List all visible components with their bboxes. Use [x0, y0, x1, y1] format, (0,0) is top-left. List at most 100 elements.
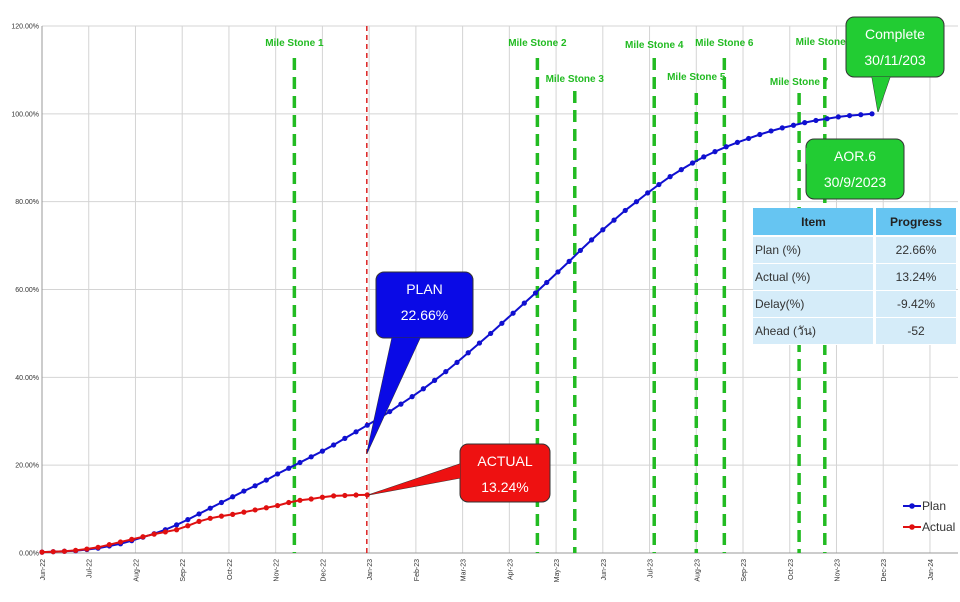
data-point-actual	[297, 497, 303, 503]
x-tick-label: Oct-23	[788, 559, 795, 580]
callout-pointer-fill-actual	[368, 464, 460, 495]
data-point-actual	[230, 511, 236, 517]
data-point-actual	[353, 492, 359, 498]
table-header-item: Item	[753, 208, 876, 237]
table-cell-label: Plan (%)	[753, 237, 876, 264]
data-point-plan	[218, 499, 225, 506]
legend: Plan Actual	[903, 499, 955, 534]
data-point-actual	[106, 542, 112, 548]
callouts: PLAN 22.66% ACTUAL 13.24% Complete 30/11/203 A…	[366, 16, 945, 503]
callout-pointer-fill-plan	[366, 338, 420, 454]
data-point-plan	[802, 120, 808, 126]
data-point-plan	[589, 237, 595, 243]
x-tick-label: Jan-23	[367, 559, 374, 581]
data-point-plan	[757, 131, 763, 138]
data-point-plan	[846, 112, 853, 119]
data-point-actual	[173, 527, 180, 533]
callout-text-actual: ACTUAL	[477, 453, 532, 469]
x-tick-label: Aug-23	[694, 559, 701, 582]
data-point-plan	[689, 160, 696, 166]
data-point-plan	[387, 408, 393, 415]
data-point-plan	[297, 459, 303, 466]
data-point-plan	[611, 217, 617, 223]
y-tick-label: 80.00%	[15, 199, 39, 206]
data-point-plan	[858, 112, 864, 118]
data-point-actual	[151, 531, 157, 537]
callout-pointer-fill-complete	[872, 77, 890, 112]
y-tick-label: 100.00%	[11, 111, 39, 118]
data-point-plan	[645, 190, 651, 196]
data-point-plan	[566, 258, 572, 264]
x-tick-label: Sep-22	[180, 559, 187, 582]
y-tick-label: 60.00%	[15, 287, 39, 294]
table-cell-value: 22.66%	[876, 237, 956, 264]
data-point-actual	[185, 523, 191, 529]
milestone-label: Mile Stone 5	[667, 72, 726, 83]
x-tick-label: Sep-23	[741, 559, 748, 582]
table-header-row: Item Progress	[753, 208, 956, 237]
milestone-label: Mile Stone 2	[508, 38, 567, 49]
data-point-actual	[286, 499, 292, 506]
data-point-plan	[431, 377, 438, 384]
x-tick-label: Dec-23	[881, 559, 888, 582]
y-tick-label: 0.00%	[19, 551, 39, 558]
table-header-progress: Progress	[876, 208, 956, 237]
x-tick-label: Jun-23	[601, 559, 608, 581]
table-cell-value: 13.24%	[876, 264, 956, 291]
data-point-plan	[510, 310, 516, 316]
data-point-plan	[308, 454, 314, 460]
data-point-plan	[746, 135, 752, 142]
data-point-actual	[207, 515, 213, 521]
data-point-plan	[712, 149, 718, 155]
callout-box-aor	[805, 138, 905, 200]
x-tick-label: Jul-23	[648, 559, 655, 578]
data-point-actual	[263, 505, 269, 511]
data-point-actual	[129, 536, 135, 542]
x-tick-label: Jan-24	[928, 559, 935, 581]
series-line-actual	[41, 493, 368, 554]
callout-box-complete	[845, 16, 945, 78]
callout-text-actual: 13.24%	[481, 479, 528, 495]
table-row: Actual (%) 13.24%	[753, 264, 956, 291]
data-point-plan	[409, 394, 415, 400]
data-point-actual	[252, 507, 258, 513]
data-point-actual	[73, 547, 79, 553]
data-point-plan	[398, 401, 404, 407]
data-point-plan	[196, 511, 202, 517]
data-point-actual	[364, 492, 370, 498]
data-point-plan	[263, 477, 269, 483]
data-point-plan	[768, 128, 774, 134]
data-point-plan	[521, 300, 527, 306]
data-point-plan	[230, 494, 236, 500]
x-tick-label: Feb-23	[414, 559, 421, 581]
data-point-actual	[140, 534, 146, 540]
data-point-plan	[476, 340, 483, 346]
data-point-plan	[173, 522, 180, 528]
data-point-plan	[286, 465, 292, 471]
x-tick-label: Jul-22	[87, 559, 94, 578]
x-tick-label: Nov-23	[834, 559, 841, 582]
x-tick-label: Dec-22	[320, 559, 327, 582]
data-point-plan	[723, 144, 729, 150]
data-point-actual	[84, 546, 90, 552]
data-point-actual	[342, 492, 348, 499]
x-tick-label: Apr-23	[507, 559, 514, 580]
data-point-actual	[50, 549, 56, 555]
data-point-plan	[622, 207, 628, 214]
data-point-actual	[241, 509, 247, 515]
data-point-plan	[633, 199, 640, 205]
data-point-plan	[454, 359, 460, 366]
data-point-plan	[252, 483, 258, 489]
legend-label-plan: Plan	[922, 499, 946, 513]
milestone-label: Mile Stone 8	[796, 37, 855, 48]
axes: 0.00% 20.00% 40.00% 60.00% 80.00% 100.00% 120.…	[11, 24, 958, 582]
callout-text-aor: AOR.6	[834, 148, 876, 164]
data-point-actual	[218, 513, 225, 519]
data-point-plan	[869, 111, 875, 117]
data-point-plan	[813, 117, 819, 124]
data-point-plan	[465, 350, 471, 356]
data-point-plan	[443, 369, 449, 375]
x-tick-label: Jun-22	[40, 559, 47, 581]
